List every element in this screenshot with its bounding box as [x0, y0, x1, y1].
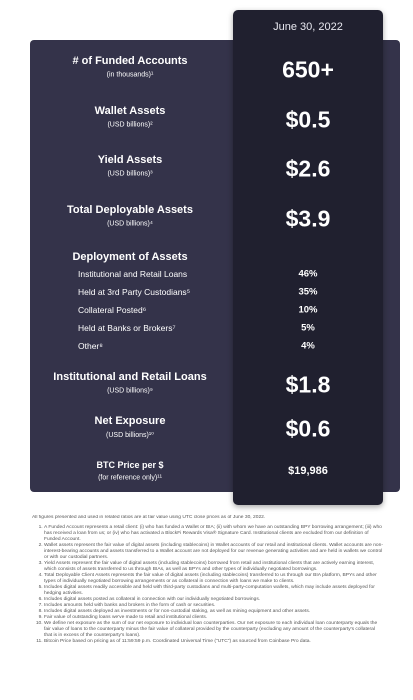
metric-sublabel: (in thousands)¹: [106, 71, 154, 79]
deployment-label: Other⁸: [78, 341, 103, 351]
footnote: Total Deployable Client Assets represent…: [44, 573, 384, 585]
deployment-value: 35%: [298, 286, 318, 298]
deployment-label: Held at 3rd Party Custodians⁵: [78, 287, 191, 297]
footnote: Yield Assets represent the fair value of…: [44, 561, 384, 573]
deployment-value: 46%: [298, 268, 318, 280]
footnote: Includes digital assets readily accessib…: [44, 585, 384, 597]
metric-value: $2.6: [285, 155, 331, 182]
footnote: Includes digital assets posted as collat…: [44, 597, 384, 603]
metric-label: Yield Assets: [97, 154, 163, 166]
metric-value: 650+: [282, 56, 334, 83]
footnote: We define net exposure as the sum of our…: [44, 621, 384, 639]
metric-sublabel: (USD billions)¹⁰: [106, 432, 154, 439]
metric-sublabel: (USD billions)⁴: [107, 220, 153, 228]
footnote: Fair value of outstanding loans we've ma…: [44, 615, 384, 621]
date-column: [233, 10, 383, 505]
footnotes: All figures presented and used in relate…: [32, 515, 384, 698]
deployment-value: 5%: [301, 322, 315, 334]
metric-value: $0.5: [285, 106, 331, 133]
footnote: Bitcoin Price based on pricing as of 11:…: [44, 639, 384, 645]
metric-value: $1.8: [285, 371, 331, 398]
metric-value: $0.6: [285, 415, 331, 442]
section-title: Deployment of Assets: [72, 251, 188, 263]
deployment-label: Held at Banks or Brokers⁷: [78, 323, 176, 333]
deployment-value: 10%: [298, 304, 318, 316]
metric-value: $3.9: [285, 205, 331, 232]
metric-label: Wallet Assets: [94, 105, 166, 117]
metric-sublabel: (USD billions)⁹: [107, 387, 153, 395]
metric-label: Total Deployable Assets: [67, 204, 193, 216]
metric-label: Net Exposure: [94, 415, 166, 427]
footnote-intro: All figures presented and used in relate…: [32, 515, 266, 520]
footnote: Includes amounts held with banks and bro…: [44, 603, 384, 609]
footnote: Includes digital assets deployed as inve…: [44, 609, 384, 615]
metric-label: # of Funded Accounts: [72, 55, 188, 67]
deployment-value: 4%: [301, 340, 315, 352]
metric-label: Institutional and Retail Loans: [53, 371, 207, 383]
metric-sublabel: (USD billions)³: [107, 170, 153, 178]
deployment-label: Collateral Posted⁶: [78, 305, 147, 315]
deployment-label: Institutional and Retail Loans: [78, 269, 188, 279]
btc-label: BTC Price per $: [96, 460, 164, 470]
footnote: A Funded Account represents a retail cli…: [44, 525, 384, 543]
metric-sublabel: (USD billions)²: [107, 121, 153, 129]
footnote: Wallet assets represent the fair value o…: [44, 543, 384, 561]
footnote-list: A Funded Account represents a retail cli…: [32, 525, 384, 645]
column-date: June 30, 2022: [273, 21, 343, 33]
btc-value: $19,986: [288, 465, 328, 477]
btc-sublabel: (for reference only)¹¹: [98, 474, 162, 482]
